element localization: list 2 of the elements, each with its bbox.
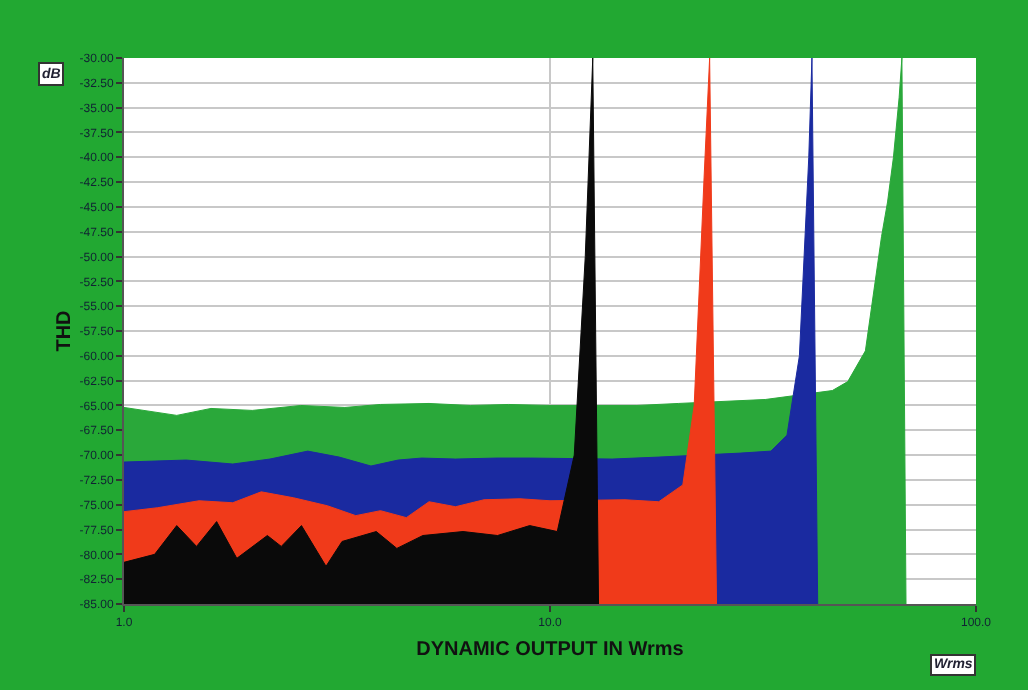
- y-axis-title: THD: [53, 310, 76, 352]
- x-axis-title: DYNAMIC OUTPUT IN Wrms: [416, 639, 685, 662]
